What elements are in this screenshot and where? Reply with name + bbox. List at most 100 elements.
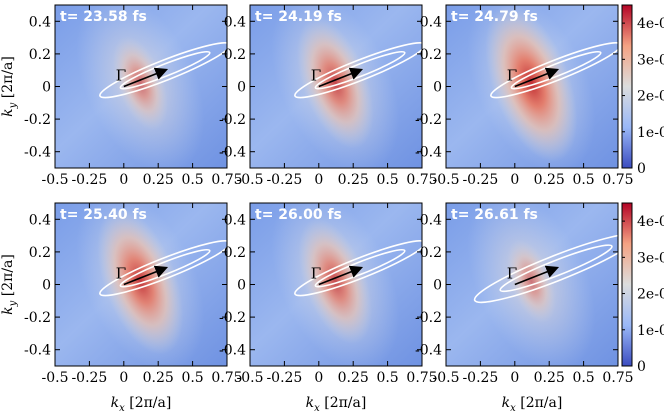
panel-4: Γt= 25.40 fs -0.5 -0.25 0 0.25 0.5 0.75 0.4 0.2 0… (24, 202, 243, 386)
x-tick-label: 0 (510, 370, 519, 386)
contour-ellipse-1 (99, 240, 227, 297)
colorbar-tick-label: 1e-05 (637, 323, 664, 339)
x-tick-label: -0.25 (266, 172, 302, 188)
x-tick-label: -0.5 (237, 172, 264, 188)
x-tick-label: 0 (119, 172, 128, 188)
colorbar-tick-label: 3e-05 (637, 52, 664, 68)
intensity-peak (485, 5, 578, 162)
y-tick-label: -0.2 (219, 112, 246, 128)
y-tick-label: -0.2 (415, 112, 442, 128)
x-tick-label: 0.5 (181, 172, 203, 188)
y-tick-label: 0.4 (420, 14, 442, 30)
x-tick-label: 0.5 (376, 172, 398, 188)
y-tick-label: -0.2 (415, 310, 442, 326)
x-tick-label: 0 (314, 172, 323, 188)
y-tick-label: 0 (433, 80, 442, 96)
panel-1: Γt= 23.58 fs -0.5 -0.25 0 0.25 0.5 0.75 0.4 0.2 0… (24, 4, 243, 188)
intensity-peak (297, 17, 374, 149)
k-vector-arrow (123, 265, 169, 286)
y-tick-label: -0.4 (219, 145, 246, 161)
x-tick-label: -0.25 (266, 370, 302, 386)
x-tick-label: 0.75 (211, 172, 242, 188)
k-vector-arrow (318, 265, 364, 286)
x-tick-label: 0.75 (406, 370, 437, 386)
x-tick-label: 0.25 (143, 370, 174, 386)
y-tick-label: -0.4 (415, 145, 442, 161)
x-tick-label: 0.75 (602, 172, 633, 188)
x-tick-label: -0.5 (42, 172, 69, 188)
panel-title: t= 23.58 fs (60, 9, 147, 25)
intensity-peak (112, 36, 168, 131)
x-tick-label: 0.75 (211, 370, 242, 386)
contour-ellipse-1 (99, 42, 227, 99)
x-tick-label: 0.5 (181, 370, 203, 386)
y-tick-label: 0.2 (224, 47, 246, 63)
x-tick-label: 0.25 (143, 172, 174, 188)
panel-3: Γt= 24.79 fs -0.5 -0.25 0 0.25 0.5 0.75 0.4 0.2 0… (415, 4, 634, 188)
y-tick-label: 0.2 (29, 47, 51, 63)
contour-ellipse-1 (294, 240, 422, 297)
x-tick-label: 0.75 (602, 370, 633, 386)
y-tick-label: 0.2 (420, 245, 442, 261)
panel-5: Γt= 26.00 fs -0.5 -0.25 0 0.25 0.5 0.75 0.4 0.2 0… (219, 202, 438, 386)
colorbars-group: 4e-05 3e-05 2e-05 1e-05 0 4e-05 3e-05 2e-05 1e-0… (621, 4, 664, 375)
x-tick-label: 0.5 (572, 370, 594, 386)
x-axis-label-col-2: kx [2π/a] (306, 395, 367, 413)
x-tick-label: -0.25 (462, 172, 498, 188)
y-tick-label: -0.4 (219, 343, 246, 359)
x-tick-label: -0.5 (42, 370, 69, 386)
y-axis-label-row-1: ky [2π/a] (0, 56, 19, 117)
x-tick-label: 0.25 (338, 172, 369, 188)
y-tick-label: 0 (42, 80, 51, 96)
y-tick-label: 0.2 (29, 245, 51, 261)
axis-labels-group: ky [2π/a] ky [2π/a] kx [2π/a] kx [2π/a] kx [… (0, 56, 562, 413)
x-tick-label: 0 (119, 370, 128, 386)
x-tick-label: 0.25 (534, 172, 565, 188)
colorbar-tick-label: 4e-05 (637, 16, 664, 32)
y-tick-label: 0.4 (224, 212, 246, 228)
panels-group: Γt= 23.58 fs-0.5 -0.25 0 0.25 0.5 0.750.40.20… (24, 4, 634, 386)
x-tick-label: 0.5 (376, 370, 398, 386)
gamma-point-label: Γ (507, 67, 517, 85)
colorbar-tick-label: 2e-05 (637, 287, 664, 303)
gamma-point-label: Γ (116, 265, 126, 283)
colorbar-1: 4e-05 3e-05 2e-05 1e-05 0 (621, 4, 664, 177)
contour-ellipse-1 (490, 42, 618, 99)
panel-title: t= 24.79 fs (451, 9, 538, 25)
x-tick-label: 0 (510, 172, 519, 188)
gamma-point-label: Γ (311, 265, 321, 283)
x-tick-label: 0.5 (572, 172, 594, 188)
y-tick-label: -0.4 (415, 343, 442, 359)
x-axis-label-col-1: kx [2π/a] (111, 395, 172, 413)
y-tick-label: 0.4 (29, 212, 51, 228)
x-tick-label: 0 (314, 370, 323, 386)
y-tick-label: 0 (42, 278, 51, 294)
panel-2: Γt= 24.19 fs -0.5 -0.25 0 0.25 0.5 0.75 0.4 0.2 0… (219, 4, 438, 188)
colorbar-scale (621, 4, 633, 169)
k-vector-arrow (318, 67, 364, 88)
k-vector-arrow (123, 67, 169, 88)
k-vector-arrow (514, 265, 560, 286)
colorbar-tick-label: 4e-05 (637, 214, 664, 230)
x-axis-label-col-3: kx [2π/a] (502, 395, 563, 413)
k-vector-arrow (514, 67, 560, 88)
x-tick-label: -0.5 (433, 172, 460, 188)
panel-6: Γt= 26.61 fs -0.5 -0.25 0 0.25 0.5 0.75 0.4 0.2 0… (415, 202, 634, 386)
y-tick-label: 0.4 (420, 212, 442, 228)
panel-title: t= 26.61 fs (451, 207, 538, 223)
y-tick-label: -0.4 (24, 343, 51, 359)
x-tick-label: -0.25 (71, 370, 107, 386)
panel-title: t= 24.19 fs (255, 9, 342, 25)
y-tick-label: -0.2 (24, 310, 51, 326)
y-tick-label: -0.2 (219, 310, 246, 326)
x-tick-label: -0.25 (71, 172, 107, 188)
colorbar-scale (621, 202, 633, 367)
y-tick-label: -0.2 (24, 112, 51, 128)
colorbar-tick-label: 1e-05 (637, 125, 664, 141)
x-tick-label: -0.5 (237, 370, 264, 386)
x-tick-label: 0.25 (534, 370, 565, 386)
y-tick-label: 0 (237, 80, 246, 96)
y-tick-label: 0.2 (224, 245, 246, 261)
intensity-peak (298, 218, 373, 344)
x-tick-label: 0.75 (406, 172, 437, 188)
